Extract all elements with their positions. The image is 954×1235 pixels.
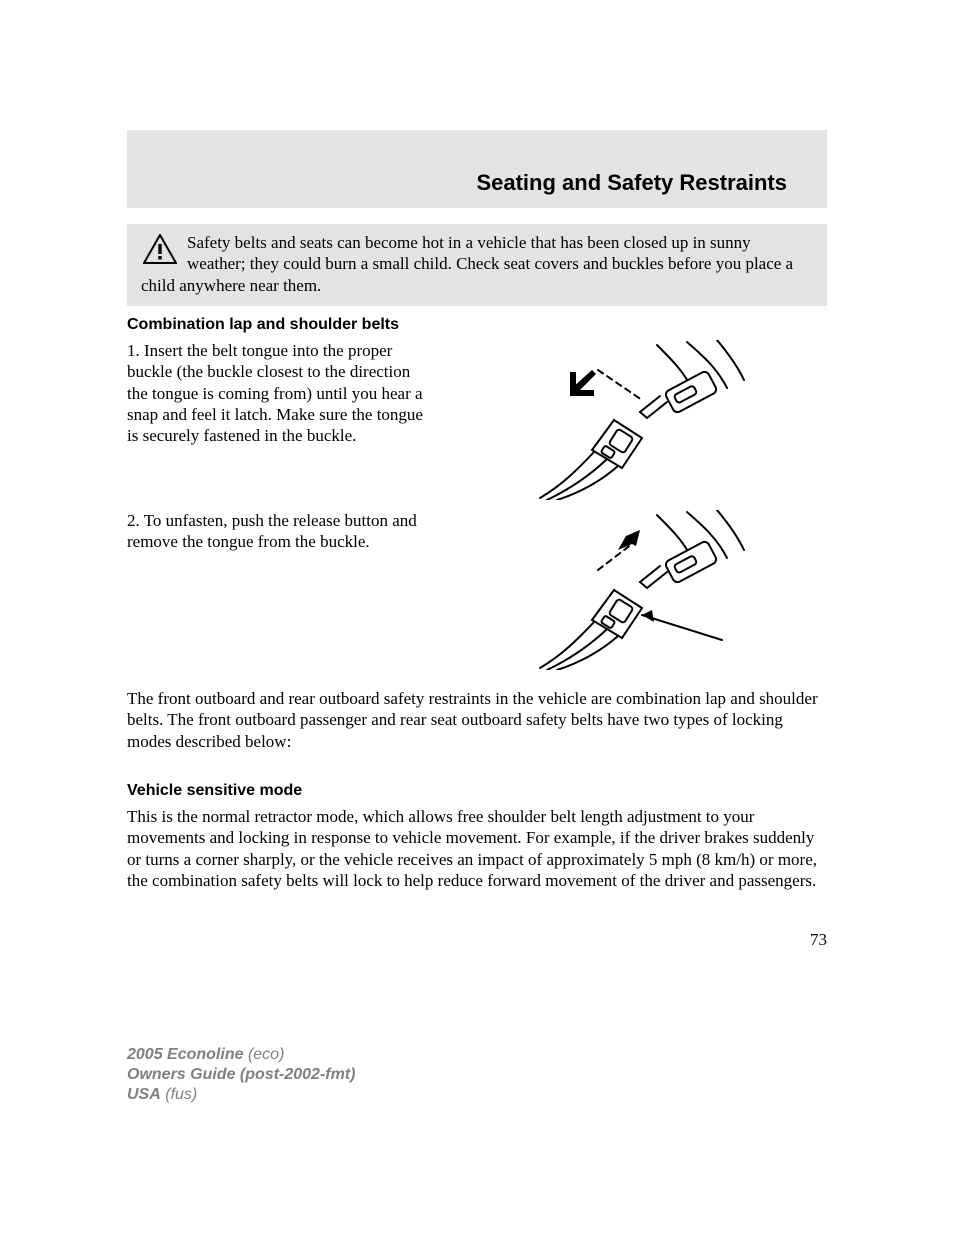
footer-model: 2005 Econoline [127,1046,244,1063]
footer-region-code: (fus) [165,1086,197,1103]
heading-combination-belts: Combination lap and shoulder belts [127,316,827,334]
footer-line2: Owners Guide (post-2002-fmt) [127,1065,355,1085]
figure-buckle-release [447,510,827,670]
footer-block: 2005 Econoline (eco) Owners Guide (post-… [127,1045,355,1105]
footer-line3: USA (fus) [127,1085,355,1105]
section-title: Seating and Safety Restraints [476,170,787,196]
footer-model-code: (eco) [248,1046,284,1063]
step1-text: 1. Insert the belt tongue into the prope… [127,340,427,446]
footer-line1: 2005 Econoline (eco) [127,1045,355,1065]
figure-buckle-insert [447,340,827,500]
warning-text: Safety belts and seats can become hot in… [141,233,793,295]
footer-region: USA [127,1086,161,1103]
combination-description: The front outboard and rear outboard saf… [127,688,827,752]
page-number: 73 [810,930,827,950]
step2-text: 2. To unfasten, push the release button … [127,510,427,553]
warning-triangle-icon [143,234,177,269]
section-header-band: Seating and Safety Restraints [127,130,827,208]
warning-callout: Safety belts and seats can become hot in… [127,224,827,306]
heading-vehicle-sensitive: Vehicle sensitive mode [127,782,827,800]
vehicle-sensitive-description: This is the normal retractor mode, which… [127,806,827,891]
